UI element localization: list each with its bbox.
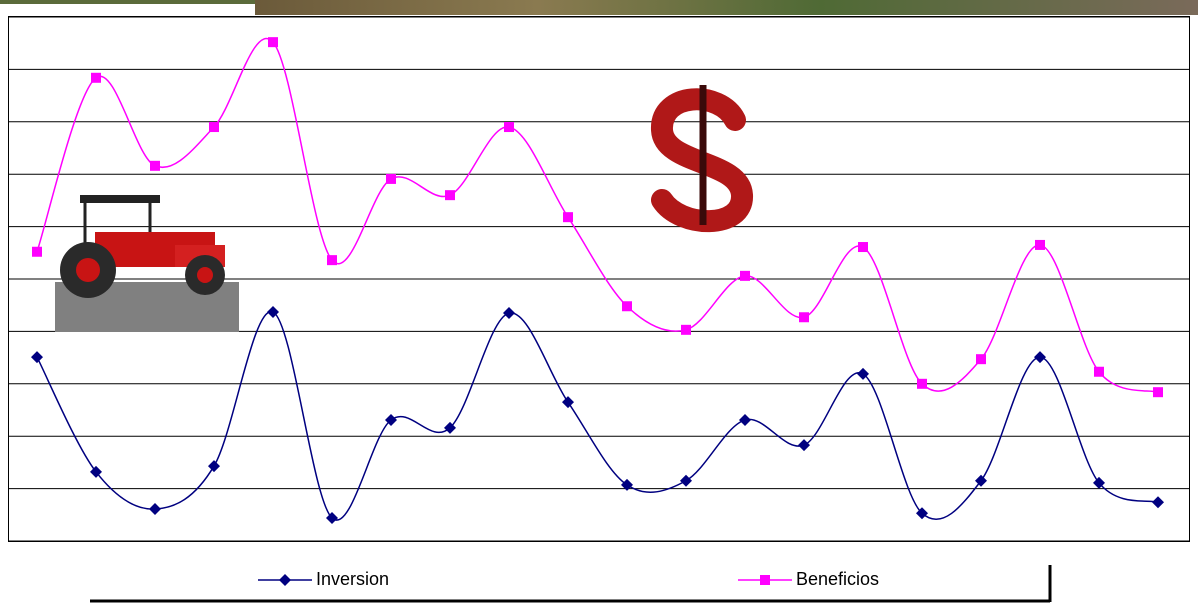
marker bbox=[798, 439, 810, 452]
marker bbox=[739, 413, 751, 426]
marker bbox=[208, 460, 220, 473]
marker bbox=[504, 122, 514, 133]
marker bbox=[563, 212, 573, 223]
marker bbox=[31, 351, 43, 364]
marker bbox=[1035, 239, 1045, 250]
marker bbox=[917, 378, 927, 389]
photo-strip bbox=[255, 0, 1198, 15]
marker bbox=[326, 511, 338, 524]
marker bbox=[1094, 366, 1104, 377]
marker bbox=[680, 474, 692, 487]
marker bbox=[622, 301, 632, 312]
legend-label: Beneficios bbox=[796, 569, 879, 589]
marker bbox=[268, 37, 278, 48]
marker bbox=[681, 324, 691, 335]
marker bbox=[327, 255, 337, 266]
grid bbox=[9, 16, 1189, 542]
marker bbox=[976, 354, 986, 365]
marker bbox=[621, 478, 633, 491]
marker bbox=[209, 122, 219, 133]
marker bbox=[279, 574, 291, 586]
marker bbox=[32, 246, 42, 257]
marker bbox=[385, 413, 397, 426]
series-line bbox=[36, 311, 1159, 521]
marker bbox=[267, 306, 279, 319]
marker bbox=[149, 503, 161, 516]
marker bbox=[1093, 476, 1105, 489]
marker bbox=[799, 312, 809, 323]
marker bbox=[445, 190, 455, 201]
marker bbox=[975, 474, 987, 487]
marker bbox=[562, 396, 574, 409]
marker bbox=[857, 367, 869, 380]
legend-label: Inversion bbox=[316, 569, 389, 589]
marker bbox=[1152, 496, 1164, 509]
marker bbox=[150, 160, 160, 171]
dollar-image bbox=[651, 85, 753, 233]
marker bbox=[916, 507, 928, 520]
marker bbox=[386, 173, 396, 184]
marker bbox=[444, 421, 456, 434]
marker bbox=[1034, 351, 1046, 364]
tractor-image bbox=[55, 195, 239, 332]
marker bbox=[760, 575, 770, 585]
marker bbox=[503, 307, 515, 320]
series-layer bbox=[31, 37, 1164, 524]
marker bbox=[740, 270, 750, 281]
marker bbox=[858, 242, 868, 253]
marker bbox=[1153, 387, 1163, 398]
marker bbox=[91, 72, 101, 83]
photo-strip bbox=[0, 0, 255, 4]
marker bbox=[90, 465, 102, 478]
